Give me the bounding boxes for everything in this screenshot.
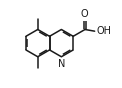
Text: O: O [81,9,88,19]
Text: OH: OH [97,26,112,36]
Text: N: N [58,59,65,69]
